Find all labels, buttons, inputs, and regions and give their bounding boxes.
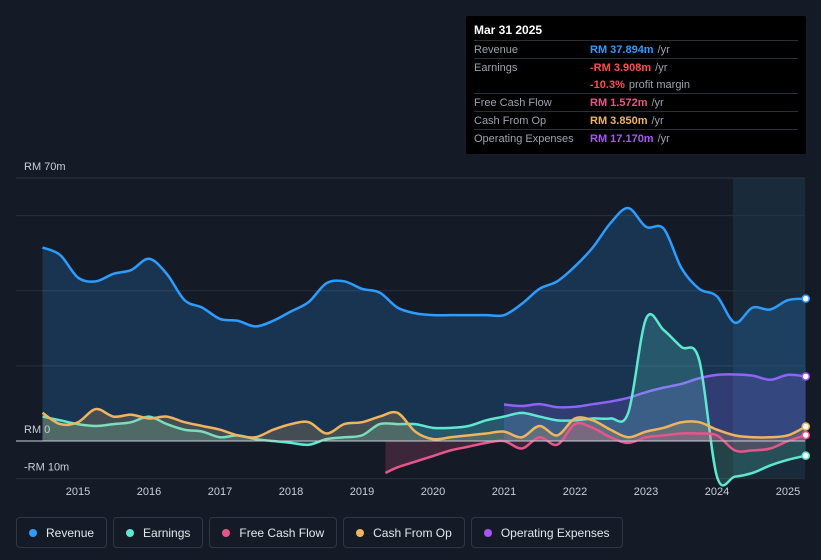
tooltip-unit: /yr	[651, 114, 664, 127]
y-axis-labels: RM 70m RM 0 -RM 10m	[24, 161, 69, 474]
x-tick-label: 2015	[66, 486, 90, 498]
tooltip-value-margin: -10.3%	[590, 78, 625, 91]
series-end-markers	[801, 294, 810, 460]
tooltip-unit: /yr	[657, 132, 670, 145]
tooltip-value-opex: RM 17.170m	[590, 132, 654, 145]
revenue-end-point	[801, 294, 810, 303]
y-tick-label: RM 70m	[24, 161, 66, 173]
x-axis-labels: 2015 2016 2017 2018 2019 2020 2021 2022 2023 2024…	[66, 486, 800, 498]
data-tooltip: Mar 31 2025 Revenue RM 37.894m /yr Earni…	[466, 16, 806, 154]
legend-item-revenue[interactable]: Revenue	[16, 517, 108, 548]
earnings-area	[42, 314, 806, 486]
legend-label: Revenue	[46, 525, 95, 540]
free-cash-flow-line	[384, 421, 807, 475]
tooltip-label: Operating Expenses	[474, 132, 574, 145]
tooltip-date: Mar 31 2025	[474, 23, 543, 37]
x-tick-label: 2023	[634, 486, 658, 498]
tooltip-unit: /yr	[655, 61, 668, 74]
legend-item-operating-expenses[interactable]: Operating Expenses	[470, 517, 623, 548]
tooltip-margin-suffix: profit margin	[628, 78, 690, 91]
legend-label: Cash From Op	[373, 525, 452, 540]
tooltip-row-revenue: Revenue RM 37.894m /yr	[474, 40, 798, 58]
tooltip-label: Earnings	[474, 61, 518, 74]
revenue-line	[42, 206, 806, 328]
legend-item-earnings[interactable]: Earnings	[113, 517, 204, 548]
x-tick-label: 2025	[776, 486, 800, 498]
free-cash-flow-area	[385, 423, 806, 473]
tooltip-label: Free Cash Flow	[474, 96, 552, 109]
cash-from-op-end-point	[801, 422, 810, 431]
legend-dot-icon	[126, 528, 135, 537]
series-layer	[41, 206, 807, 487]
tooltip-row-earnings: Earnings -RM 3.908m /yr	[474, 58, 798, 76]
x-tick-label: 2021	[492, 486, 516, 498]
tooltip-value-fcf: RM 1.572m	[590, 96, 648, 109]
chart-legend: Revenue Earnings Free Cash Flow Cash Fro…	[16, 517, 623, 548]
gridlines	[16, 177, 805, 480]
legend-dot-icon	[222, 528, 231, 537]
legend-dot-icon	[483, 528, 492, 537]
tooltip-unit: /yr	[657, 43, 670, 56]
tooltip-label: Revenue	[474, 43, 519, 56]
tooltip-value-cfo: RM 3.850m	[590, 114, 648, 127]
x-tick-label: 2024	[705, 486, 729, 498]
legend-item-cash-from-op[interactable]: Cash From Op	[343, 517, 465, 548]
x-tick-label: 2016	[137, 486, 161, 498]
tooltip-row-fcf: Free Cash Flow RM 1.572m /yr	[474, 93, 798, 111]
x-tick-label: 2019	[350, 486, 374, 498]
y-tick-label: -RM 10m	[24, 462, 69, 474]
legend-label: Free Cash Flow	[239, 525, 325, 540]
x-tick-label: 2020	[421, 486, 445, 498]
legend-dot-icon	[29, 528, 37, 537]
tooltip-row-cfo: Cash From Op RM 3.850m /yr	[474, 111, 798, 129]
legend-label: Earnings	[143, 525, 191, 540]
legend-item-free-cash-flow[interactable]: Free Cash Flow	[209, 517, 338, 548]
x-tick-label: 2018	[279, 486, 303, 498]
tooltip-value-earnings: -RM 3.908m	[590, 61, 652, 74]
cash-from-op-line	[41, 407, 807, 441]
revenue-area	[42, 208, 806, 441]
earnings-line	[42, 312, 807, 487]
x-tick-label: 2017	[208, 486, 232, 498]
y-tick-label: RM 0	[24, 424, 50, 436]
operating-expenses-line	[503, 373, 806, 409]
legend-label: Operating Expenses	[500, 525, 610, 540]
legend-dot-icon	[356, 528, 365, 537]
x-tick-label: 2022	[563, 486, 587, 498]
tooltip-row-margin: -10.3% profit margin	[474, 76, 798, 93]
tooltip-value-revenue: RM 37.894m	[590, 43, 654, 56]
free-cash-flow-end-point	[801, 430, 810, 440]
tooltip-label: Cash From Op	[474, 114, 547, 127]
earnings-end-point	[801, 451, 810, 460]
operating-expenses-end-point	[801, 372, 810, 381]
tooltip-row-opex: Operating Expenses RM 17.170m /yr	[474, 129, 798, 147]
forecast-band	[733, 178, 805, 478]
tooltip-unit: /yr	[651, 96, 664, 109]
